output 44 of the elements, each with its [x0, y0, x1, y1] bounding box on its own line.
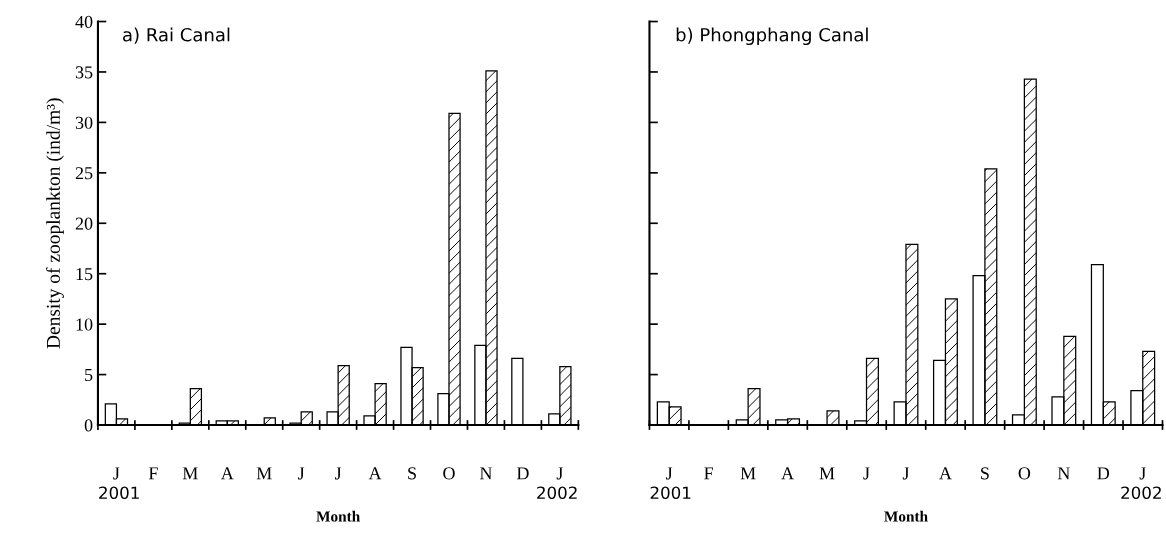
- y-tick-label: 15: [76, 268, 93, 281]
- text: 2002: [537, 486, 577, 500]
- x-tick-label: O: [1018, 467, 1031, 480]
- x-tick-label: J: [335, 467, 342, 480]
- y-tick-label: 40: [75, 15, 93, 28]
- x-tick-label: F: [704, 467, 714, 480]
- x-axis-title: Month: [884, 510, 928, 522]
- x-tick-label: M: [256, 467, 272, 480]
- x-tick-label: A: [781, 467, 794, 480]
- x-tick-label: A: [939, 467, 952, 480]
- x-tick-label: S: [981, 467, 989, 480]
- x-tick-label: J: [863, 467, 870, 480]
- text: 2001: [99, 486, 139, 500]
- y-tick-label: 25: [75, 167, 93, 180]
- x-tick-label: M: [182, 467, 198, 480]
- chart-title: b) Phongphang Canal: [676, 27, 868, 46]
- x-tick-label: J: [666, 467, 673, 480]
- x-tick-label: M: [819, 467, 835, 480]
- x-tick-label: M: [740, 467, 756, 480]
- y-tick-label: 30: [75, 116, 93, 129]
- x-tick-label: N: [1057, 467, 1070, 480]
- y-tick-label: 5: [85, 369, 93, 382]
- x-tick-label: A: [368, 467, 382, 480]
- x-tick-label: J: [556, 467, 563, 480]
- x-tick-label: D: [516, 467, 529, 480]
- y-tick-label: 20: [75, 217, 93, 230]
- x-tick-label: A: [220, 467, 234, 480]
- y-tick-label: 10: [76, 318, 93, 331]
- x-tick-label: D: [1097, 467, 1110, 480]
- x-tick-label: J: [113, 467, 120, 480]
- text: 2001: [650, 486, 691, 500]
- x-tick-label: J: [298, 467, 305, 480]
- x-axis-title: Month: [316, 510, 360, 522]
- chart-title: a) Rai Canal: [123, 27, 230, 44]
- text: 2002: [1121, 486, 1161, 500]
- x-tick-label: N: [479, 467, 493, 480]
- x-tick-label: F: [148, 467, 158, 480]
- y-tick-label: 35: [75, 66, 93, 79]
- x-tick-label: O: [443, 467, 455, 480]
- y-axis-title: Density of zooplankton (ind/m³): [46, 98, 64, 349]
- x-tick-label: J: [1139, 467, 1146, 480]
- x-tick-label: S: [408, 467, 416, 480]
- x-tick-label: J: [902, 467, 910, 480]
- y-tick-label: 0: [84, 419, 93, 432]
